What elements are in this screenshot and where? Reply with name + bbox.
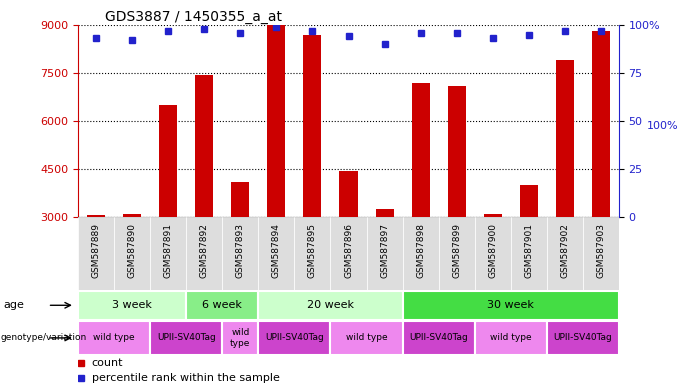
- FancyBboxPatch shape: [222, 217, 258, 290]
- Text: UPII-SV40Tag: UPII-SV40Tag: [409, 333, 468, 343]
- FancyBboxPatch shape: [258, 321, 330, 354]
- FancyBboxPatch shape: [403, 321, 475, 354]
- FancyBboxPatch shape: [330, 321, 403, 354]
- FancyBboxPatch shape: [475, 217, 511, 290]
- Text: GDS3887 / 1450355_a_at: GDS3887 / 1450355_a_at: [105, 10, 282, 24]
- FancyBboxPatch shape: [258, 217, 294, 290]
- Text: GSM587897: GSM587897: [380, 223, 389, 278]
- Bar: [303, 35, 322, 217]
- FancyBboxPatch shape: [511, 217, 547, 290]
- FancyBboxPatch shape: [547, 321, 619, 354]
- Text: 3 week: 3 week: [112, 300, 152, 310]
- Text: GSM587901: GSM587901: [524, 223, 533, 278]
- FancyBboxPatch shape: [258, 291, 403, 320]
- Y-axis label: 100%: 100%: [647, 121, 679, 131]
- Text: UPII-SV40Tag: UPII-SV40Tag: [157, 333, 216, 343]
- Text: percentile rank within the sample: percentile rank within the sample: [92, 372, 279, 383]
- FancyBboxPatch shape: [439, 217, 475, 290]
- Bar: [195, 74, 214, 217]
- FancyBboxPatch shape: [294, 217, 330, 290]
- Text: GSM587889: GSM587889: [92, 223, 101, 278]
- Text: 6 week: 6 week: [203, 300, 242, 310]
- Bar: [592, 31, 610, 217]
- Text: age: age: [3, 300, 24, 310]
- FancyBboxPatch shape: [330, 217, 367, 290]
- FancyBboxPatch shape: [186, 217, 222, 290]
- Bar: [483, 214, 502, 217]
- Bar: [520, 185, 538, 217]
- Bar: [411, 83, 430, 217]
- FancyBboxPatch shape: [150, 217, 186, 290]
- Text: GSM587899: GSM587899: [452, 223, 461, 278]
- FancyBboxPatch shape: [403, 291, 619, 320]
- Bar: [267, 25, 286, 217]
- FancyBboxPatch shape: [222, 321, 258, 354]
- FancyBboxPatch shape: [78, 321, 150, 354]
- Text: GSM587896: GSM587896: [344, 223, 353, 278]
- FancyBboxPatch shape: [583, 217, 619, 290]
- Text: count: count: [92, 358, 123, 368]
- Text: GSM587898: GSM587898: [416, 223, 425, 278]
- Bar: [123, 214, 141, 217]
- FancyBboxPatch shape: [78, 291, 186, 320]
- Text: GSM587891: GSM587891: [164, 223, 173, 278]
- Text: wild type: wild type: [345, 333, 388, 343]
- FancyBboxPatch shape: [367, 217, 403, 290]
- Bar: [556, 60, 574, 217]
- Text: GSM587894: GSM587894: [272, 223, 281, 278]
- Bar: [87, 215, 105, 217]
- FancyBboxPatch shape: [403, 217, 439, 290]
- FancyBboxPatch shape: [186, 291, 258, 320]
- Text: GSM587900: GSM587900: [488, 223, 497, 278]
- Text: GSM587890: GSM587890: [128, 223, 137, 278]
- Text: genotype/variation: genotype/variation: [1, 333, 87, 343]
- Text: UPII-SV40Tag: UPII-SV40Tag: [554, 333, 612, 343]
- Text: 30 week: 30 week: [488, 300, 534, 310]
- FancyBboxPatch shape: [547, 217, 583, 290]
- Bar: [339, 170, 358, 217]
- Text: wild
type: wild type: [231, 328, 250, 348]
- Text: GSM587903: GSM587903: [596, 223, 605, 278]
- Bar: [375, 209, 394, 217]
- FancyBboxPatch shape: [78, 217, 114, 290]
- Text: UPII-SV40Tag: UPII-SV40Tag: [265, 333, 324, 343]
- Bar: [447, 86, 466, 217]
- Text: GSM587895: GSM587895: [308, 223, 317, 278]
- Text: GSM587902: GSM587902: [560, 223, 569, 278]
- Text: wild type: wild type: [490, 333, 532, 343]
- FancyBboxPatch shape: [114, 217, 150, 290]
- Text: GSM587892: GSM587892: [200, 223, 209, 278]
- Bar: [231, 182, 250, 217]
- Text: GSM587893: GSM587893: [236, 223, 245, 278]
- Text: wild type: wild type: [93, 333, 135, 343]
- FancyBboxPatch shape: [150, 321, 222, 354]
- Bar: [159, 105, 177, 217]
- FancyBboxPatch shape: [475, 321, 547, 354]
- Text: 20 week: 20 week: [307, 300, 354, 310]
